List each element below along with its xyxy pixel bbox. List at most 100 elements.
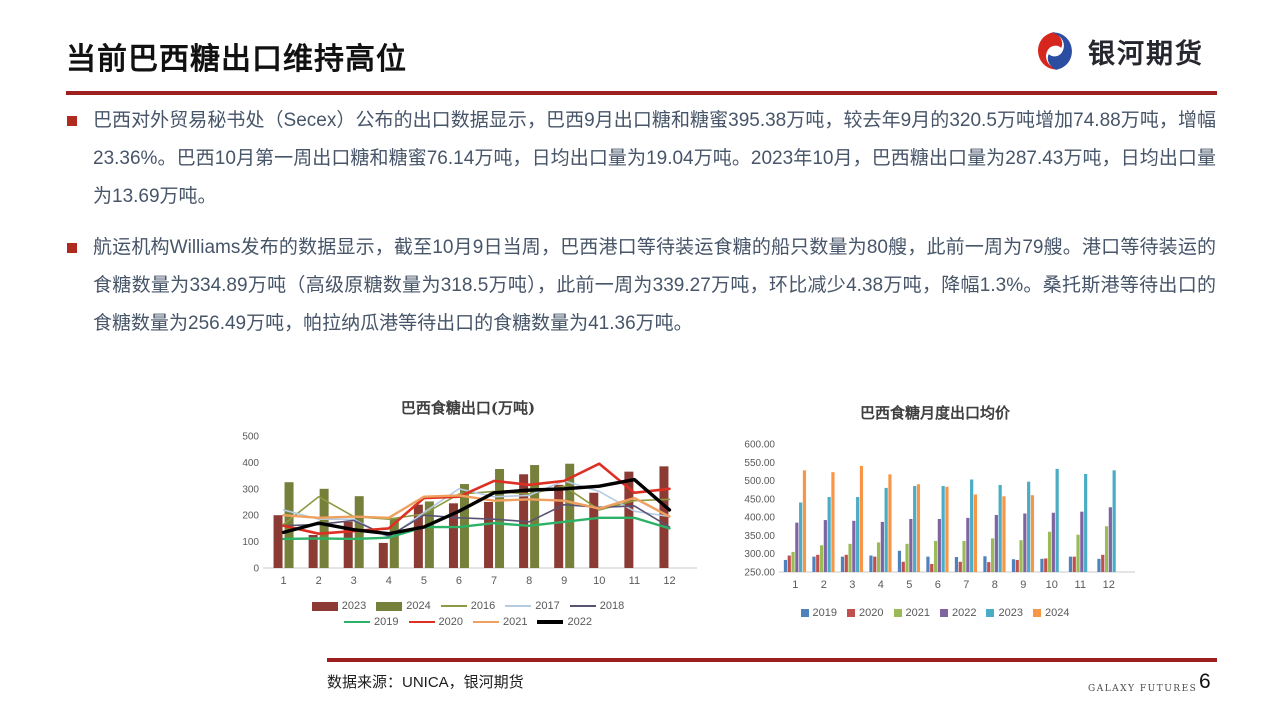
svg-text:5: 5: [421, 575, 427, 587]
svg-text:7: 7: [963, 579, 969, 591]
svg-text:600.00: 600.00: [744, 440, 775, 451]
svg-text:400.00: 400.00: [744, 513, 775, 524]
legend-label: 2018: [599, 600, 625, 612]
bullet-text: 巴西对外贸易秘书处（Secex）公布的出口数据显示，巴西9月出口糖和糖蜜395.…: [93, 110, 1216, 207]
svg-text:12: 12: [663, 575, 675, 587]
legend-item-2020: 2020: [847, 607, 884, 619]
line-swatch-icon: [473, 620, 499, 624]
svg-text:300.00: 300.00: [744, 549, 775, 560]
bars-2024: [802, 465, 1035, 572]
svg-text:550.00: 550.00: [744, 458, 775, 469]
bars-2022: [795, 507, 1112, 572]
svg-text:10: 10: [1046, 579, 1058, 591]
legend-item-2016: 2016: [440, 600, 496, 612]
svg-text:200: 200: [242, 511, 259, 522]
legend-label: 2020: [859, 607, 884, 619]
legend-item-2019: 2019: [800, 607, 837, 619]
line-swatch-icon: [537, 620, 564, 624]
y-axis-ticks: 250.00 300.00 350.00 400.00 450.00 500.00 550.…: [744, 440, 775, 579]
line-2021: [282, 494, 671, 520]
legend-item-2020: 2020: [408, 616, 463, 628]
svg-text:3: 3: [351, 575, 357, 587]
line-swatch-icon: [505, 604, 532, 608]
bullet-square-icon: [67, 116, 77, 126]
legend-item-2021: 2021: [473, 616, 527, 628]
svg-text:5: 5: [906, 579, 912, 591]
legend-item-2023: 2023: [986, 607, 1023, 619]
svg-text:8: 8: [992, 579, 998, 591]
svg-text:300: 300: [242, 484, 259, 495]
svg-text:1: 1: [792, 579, 798, 591]
data-source-note: 数据来源：UNICA，银河期货: [327, 674, 524, 691]
line-swatch-icon: [569, 604, 596, 608]
bars-2019: [783, 550, 1101, 572]
bullet-item: 巴西对外贸易秘书处（Secex）公布的出口数据显示，巴西9月出口糖和糖蜜395.…: [66, 102, 1216, 216]
svg-text:2: 2: [821, 579, 827, 591]
svg-text:0: 0: [253, 564, 259, 575]
export-price-chart: 巴西食糖月度出口均价 250.00 300.00 350.00 400.00 450.0…: [723, 402, 1147, 619]
svg-text:500: 500: [242, 432, 259, 443]
legend-row: 2019 2020 2021 2022: [232, 616, 704, 628]
line-swatch-icon: [408, 620, 435, 624]
svg-text:12: 12: [1103, 579, 1115, 591]
svg-text:500.00: 500.00: [744, 476, 775, 487]
legend-item-2017: 2017: [505, 600, 560, 612]
svg-text:8: 8: [526, 575, 532, 587]
bars-2020: [787, 554, 1105, 572]
square-swatch-icon: [986, 609, 995, 617]
svg-text:11: 11: [1075, 579, 1086, 591]
bars-2021: [791, 526, 1109, 572]
legend-item-2019: 2019: [344, 616, 399, 628]
svg-text:3: 3: [849, 579, 855, 591]
legend-item-2022: 2022: [940, 607, 976, 619]
legend-label: 2016: [470, 600, 496, 612]
svg-text:400: 400: [242, 458, 259, 469]
legend-label: 2019: [374, 616, 399, 628]
square-swatch-icon: [800, 609, 809, 617]
legend-label: 2022: [567, 616, 592, 628]
line-2017: [282, 480, 671, 539]
legend-item-2023: 2023: [311, 600, 367, 612]
svg-text:6: 6: [456, 575, 462, 587]
legend-item-2021: 2021: [893, 607, 930, 619]
legend-item-2024: 2024: [376, 600, 431, 612]
legend-label: 2020: [438, 616, 463, 628]
svg-text:9: 9: [1020, 579, 1026, 591]
legend-label: 2021: [503, 616, 528, 628]
sugar-export-chart-legend: 2023 2024 2016 2017 2018 2019 2020 2021 2022: [232, 600, 704, 628]
title-divider: [66, 91, 1217, 95]
bullet-text: 航运机构Williams发布的数据显示，截至10月9日当周，巴西港口等待装运食糖…: [93, 237, 1216, 334]
svg-text:6: 6: [935, 579, 941, 591]
svg-text:450.00: 450.00: [744, 494, 775, 505]
export-price-chart-title: 巴西食糖月度出口均价: [859, 404, 1010, 422]
bar-swatch-icon: [376, 601, 403, 611]
company-logo-text: 银河期货: [1088, 38, 1204, 69]
sugar-export-chart-plot: 0 100 200 300 400 500 1 2 3 4 5 6 7 8 9 10 11 12: [232, 421, 704, 598]
line-swatch-icon: [344, 620, 371, 624]
svg-text:10: 10: [593, 575, 605, 587]
bullet-list: 巴西对外贸易秘书处（Secex）公布的出口数据显示，巴西9月出口糖和糖蜜395.…: [66, 102, 1216, 356]
line-2022: [281, 477, 672, 536]
legend-label: 2023: [341, 600, 367, 612]
svg-text:2: 2: [316, 575, 322, 587]
square-swatch-icon: [1032, 609, 1041, 617]
legend-label: 2017: [535, 600, 560, 612]
square-swatch-icon: [847, 609, 856, 617]
bars-2023: [799, 468, 1116, 572]
svg-text:1: 1: [280, 575, 286, 587]
bullet-square-icon: [67, 243, 77, 253]
line-2019: [282, 516, 671, 541]
svg-text:350.00: 350.00: [744, 531, 775, 542]
line-swatch-icon: [440, 604, 467, 608]
svg-text:4: 4: [386, 575, 392, 587]
legend-label: 2021: [905, 607, 930, 619]
legend-label: 2023: [998, 607, 1023, 619]
svg-text:11: 11: [629, 575, 640, 587]
sugar-export-chart: 巴西食糖出口(万吨) 0 100 200 300 400 500 1 2 3 4 5 6 7 8 9 10 11…: [232, 397, 704, 628]
svg-text:7: 7: [491, 575, 497, 587]
export-price-chart-canvas: 250.00 300.00 350.00 400.00 450.00 500.00 550.…: [744, 440, 1135, 591]
export-price-chart-plot: 250.00 300.00 350.00 400.00 450.00 500.00 550.…: [723, 426, 1147, 605]
galaxy-logo-icon: [1038, 32, 1072, 70]
svg-text:4: 4: [878, 579, 884, 591]
